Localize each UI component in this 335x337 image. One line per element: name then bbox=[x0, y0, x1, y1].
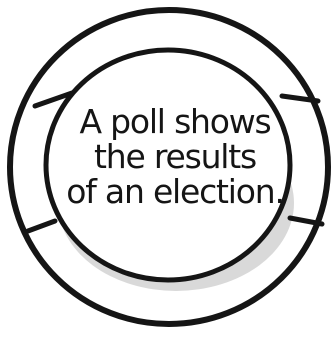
card-statement: A poll shows the results of an election. bbox=[55, 104, 295, 209]
band-line-left-bottom bbox=[25, 218, 58, 234]
card-statement-line-1: A poll shows bbox=[79, 102, 271, 141]
card-statement-line-2: the results bbox=[94, 137, 257, 176]
inner-circle bbox=[43, 47, 293, 283]
card-statement-line-3: of an election. bbox=[66, 172, 285, 211]
outer-circle bbox=[7, 7, 331, 327]
band-line-right-bottom bbox=[287, 215, 325, 227]
band-line-left-top bbox=[32, 90, 75, 109]
band-line-right-top bbox=[279, 93, 321, 104]
